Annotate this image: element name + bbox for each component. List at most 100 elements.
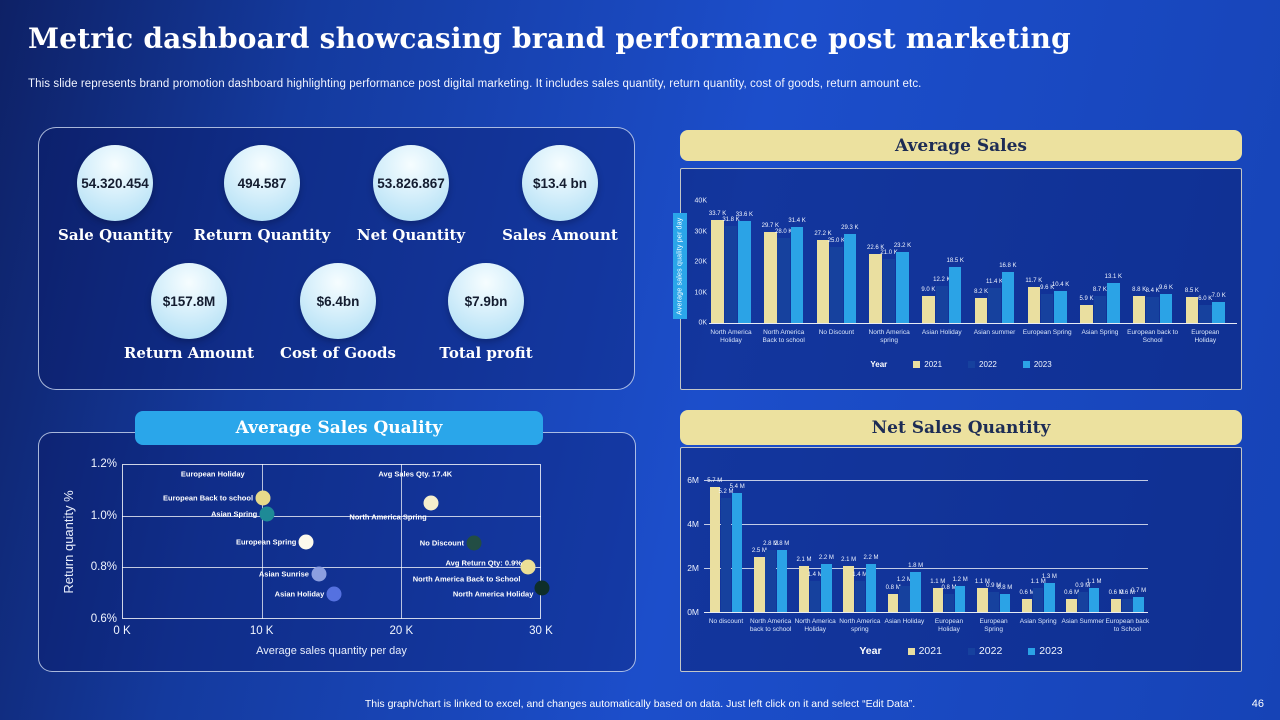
bar-2023 [821,563,832,612]
category-label: Asian Holiday [884,618,925,625]
y-axis-tick-label: 2M [687,563,699,573]
metric-circle: $7.9bn [448,263,524,339]
legend-label-2022: 2022 [979,360,997,369]
category-label: European Spring [979,618,1008,633]
scatter-point [255,490,271,506]
metric-circle: 54.320.454 [77,145,153,221]
category-label: No Discount [818,329,855,336]
bar-value-label: 0.8 M [997,585,1013,592]
bar-2022 [809,581,821,612]
metric-circle: 53.826.867 [373,145,449,221]
bar-value-label: 9.0 K [921,286,936,293]
scatter-point [466,535,482,551]
category-label: North America Back to school [762,329,805,344]
bar-2022 [899,585,910,612]
bar-2021 [887,594,899,612]
y-axis-tick-label: 0K [698,319,707,327]
bar-value-label: 25.0 K [827,237,846,244]
average-sales-chart-title: Average Sales [680,130,1242,161]
bar-2021 [843,565,854,612]
legend-item-2021: 2021 [907,645,942,657]
legend-swatch-2022 [968,361,976,368]
x-axis-tick-label: 0 K [113,625,131,637]
metric-label: Total profit [439,344,533,362]
slide-subtitle: This slide represents brand promotion da… [28,78,922,90]
bar-2022 [720,497,732,612]
bar-value-label: 7.0 K [1211,292,1226,299]
x-axis-tick-label: 20 K [389,625,414,637]
scatter-point-label: North America Holiday [452,589,534,599]
average-sales-chart[interactable]: 0K 10K 20K 30K 40K 33.7 K 31.8 K 33.6 K North Am… [673,168,1242,390]
scatter-point-label: North America Back to School [412,574,521,584]
legend-label-2023: 2023 [1033,360,1052,369]
scatter-point [311,566,327,582]
annotation: Avg Return Qty: 0.9% [445,558,522,568]
bar-2023 [910,572,921,612]
scatter-point [326,586,342,602]
bar-value-label: 2.1 M [841,556,857,563]
legend-item-2023: 2023 [1028,645,1063,657]
bar-value-label: 2.8 M [763,541,779,548]
bar-value-label: 1.3 M [1041,574,1057,581]
x-axis-title: Average sales quantity per day [256,645,407,657]
category-label: North America back to school [749,618,792,633]
bar-value-label: 0.6 M [1108,589,1124,596]
bar-2022 [724,226,738,323]
bar-2023 [1133,596,1144,612]
bar-2022 [1122,598,1133,612]
net-sales-quantity-chart-title: Net Sales Quantity [680,410,1242,445]
metric-value: 494.587 [237,175,287,191]
scatter-point-label: Asian Holiday [274,589,325,599]
category-label: European Holiday [934,618,964,633]
bar-value-label: 8.5 K [1184,288,1199,295]
legend: Year 2021 2022 2023 [681,360,1241,369]
category-label: Asian Spring [1081,329,1119,336]
metric-label: Sales Amount [502,226,618,244]
legend-swatch-2021 [907,647,915,655]
bar-2022 [1199,304,1212,323]
category-label: European Holiday [1191,329,1220,344]
bar-value-label: 5.9 K [1079,296,1094,302]
category-label: Asian Summer [1061,618,1105,625]
bar-2021 [1132,296,1146,323]
legend-label-2021: 2021 [918,645,942,657]
average-sales-quality-chart[interactable]: 0.6% 0.8% 1.0% 1.2% 0 K 10 K 20 K 30 K Return qu… [38,432,636,672]
bar-value-label: 2.2 M [863,554,879,561]
scatter-point [259,506,275,522]
annotation: Avg Sales Qty. 17.4K [378,469,453,479]
bar-value-label: 12.2 K [933,276,951,283]
average-sales-quality-chart-title: Average Sales Quality [135,411,543,445]
bar-value-label: 8.7 K [1092,287,1107,294]
bar-value-label: 21.0 K [880,249,898,256]
x-axis-line [709,323,1237,324]
bar-value-label: 8.8 K [1132,287,1147,294]
legend-item-2022: 2022 [968,360,997,369]
scatter-point-label: North America Spring [349,512,427,522]
metric-label: Sale Quantity [58,226,172,244]
bar-2023 [776,550,788,612]
bar-2022 [1146,297,1159,323]
bar-2022 [854,581,866,612]
bar-value-label: 9.6 K [1158,284,1174,291]
bar-2023 [731,493,743,612]
bar-value-label: 1.4 M [852,572,868,579]
page-number: 46 [1251,698,1264,710]
category-label: North America Holiday [794,618,836,633]
bar-2021 [1027,287,1041,323]
scatter-point [520,559,536,575]
scatter-point-label: Asian Sunrise [258,569,309,579]
bar-2022 [1093,296,1107,323]
category-label: Asian Spring [1019,618,1057,625]
bar-value-label: 1.2 M [952,576,968,583]
bar-value-label: 27.2 K [814,231,832,238]
bar-2023 [999,594,1011,612]
bar-value-label: 0.9 M [986,583,1002,590]
gridline [704,524,1148,525]
metric-circle: 494.587 [224,145,300,221]
category-label: Asian Holiday [921,329,962,336]
metrics-panel: 54.320.454 Sale Quantity 494.587 Return Qua… [38,127,635,390]
bar-value-label: 1.1 M [974,578,990,585]
horizontal-gridline [122,567,541,569]
bar-2022 [1032,587,1044,612]
